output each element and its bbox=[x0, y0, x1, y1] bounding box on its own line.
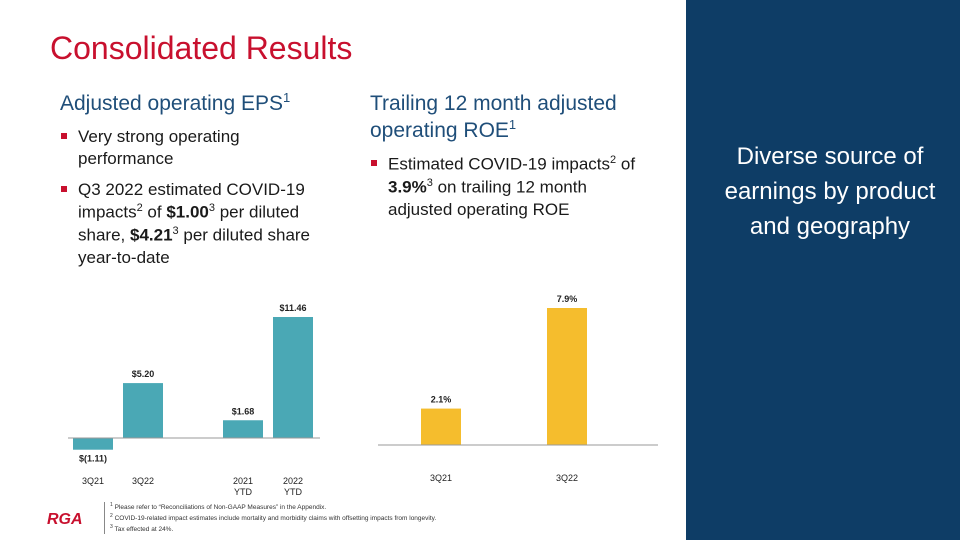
eps-category-label: 2022 bbox=[283, 476, 303, 486]
footnote-2: 2 COVID-19-related impact estimates incl… bbox=[110, 513, 436, 524]
panel-callout-text: Diverse source of earnings by product an… bbox=[724, 143, 936, 240]
ytd-covid-impact-value: $4.21 bbox=[129, 225, 173, 245]
eps-bar bbox=[123, 383, 163, 438]
footnote-ref: 3 bbox=[208, 202, 215, 215]
bullet-text: of bbox=[616, 154, 636, 174]
eps-bar bbox=[73, 437, 113, 450]
roe-data-label: 2.1% bbox=[431, 395, 452, 405]
footnote-text: Tax effected at 24%. bbox=[114, 526, 174, 534]
roe-category-label: 3Q22 bbox=[556, 473, 578, 483]
footnote-text: Please refer to “Reconciliations of Non-… bbox=[114, 504, 327, 512]
footnote-3: 3 Tax effected at 24%. bbox=[110, 524, 436, 535]
eps-heading: Adjusted operating EPS1 bbox=[60, 90, 290, 117]
footnotes: 1 Please refer to “Reconciliations of No… bbox=[110, 502, 436, 536]
eps-data-label: $1.68 bbox=[232, 406, 255, 416]
rga-logo: RGA bbox=[47, 511, 83, 526]
bullet-text: Q3 2022 estimated COVID-19 impacts bbox=[78, 180, 305, 222]
eps-data-label: $11.46 bbox=[279, 303, 306, 313]
eps-heading-footnote-ref: 1 bbox=[282, 90, 291, 105]
bullet-text: per diluted share year-to-date bbox=[78, 225, 311, 267]
roe-covid-impact-value: 3.9% bbox=[388, 177, 427, 197]
roe-heading: Trailing 12 month adjusted operating ROE… bbox=[370, 90, 670, 145]
footnote-ref: 2 bbox=[136, 202, 143, 215]
eps-bullet-list: Very strong operating performance Q3 202… bbox=[60, 126, 330, 278]
slide-title: Consolidated Results bbox=[50, 30, 353, 66]
svg-text:RGA: RGA bbox=[47, 511, 83, 526]
footnote-1: 1 Please refer to “Reconciliations of No… bbox=[110, 502, 436, 513]
roe-category-label: 3Q21 bbox=[430, 473, 452, 483]
roe-heading-text: Trailing 12 month adjusted operating ROE bbox=[370, 92, 617, 143]
bullet-text: on trailing 12 month adjusted operating … bbox=[388, 177, 587, 219]
eps-bar-chart: $(1.11)3Q21$5.203Q22$1.682021YTD$11.4620… bbox=[68, 303, 320, 497]
eps-category-label: 3Q21 bbox=[82, 476, 104, 486]
bullet-text: Estimated COVID-19 impacts bbox=[388, 154, 611, 174]
bullet-text: per diluted share, bbox=[78, 202, 300, 245]
roe-bullet-list: Estimated COVID-19 impacts2 of 3.9%3 on … bbox=[370, 153, 645, 230]
roe-bar bbox=[547, 308, 587, 445]
footnote-number: 3 bbox=[110, 524, 113, 531]
eps-data-label: $(1.11) bbox=[79, 454, 107, 464]
eps-heading-text: Adjusted operating EPS bbox=[60, 92, 283, 115]
footnote-number: 2 bbox=[110, 513, 113, 520]
eps-category-label: YTD bbox=[234, 487, 253, 497]
footnote-ref: 3 bbox=[172, 225, 179, 238]
eps-bullet-performance: Very strong operating performance bbox=[60, 126, 330, 170]
footnote-ref: 2 bbox=[610, 154, 617, 166]
eps-category-label: 3Q22 bbox=[132, 476, 154, 486]
logo-divider bbox=[104, 502, 105, 534]
footnote-text: COVID-19-related impact estimates includ… bbox=[114, 515, 437, 523]
roe-bullet-covid-impacts: Estimated COVID-19 impacts2 of 3.9%3 on … bbox=[370, 153, 645, 221]
right-panel: Diverse source of earnings by product an… bbox=[686, 0, 960, 540]
eps-bullet-covid-impacts: Q3 2022 estimated COVID-19 impacts2 of $… bbox=[60, 179, 330, 269]
eps-category-label: 2021 bbox=[233, 476, 253, 486]
footnote-number: 1 bbox=[110, 502, 113, 508]
roe-heading-footnote-ref: 1 bbox=[508, 117, 517, 133]
eps-bar bbox=[273, 317, 313, 438]
eps-data-label: $5.20 bbox=[132, 369, 155, 379]
roe-bar-chart: 2.1% 3Q21 7.9% 3Q22 bbox=[378, 294, 658, 483]
roe-bar bbox=[421, 408, 461, 445]
eps-category-label: YTD bbox=[284, 487, 303, 497]
bullet-text: of bbox=[142, 202, 167, 222]
q3-covid-impact-value: $1.00 bbox=[166, 202, 209, 222]
eps-bar bbox=[223, 420, 263, 438]
roe-data-label: 7.9% bbox=[557, 294, 578, 304]
footnote-ref: 3 bbox=[426, 176, 433, 189]
